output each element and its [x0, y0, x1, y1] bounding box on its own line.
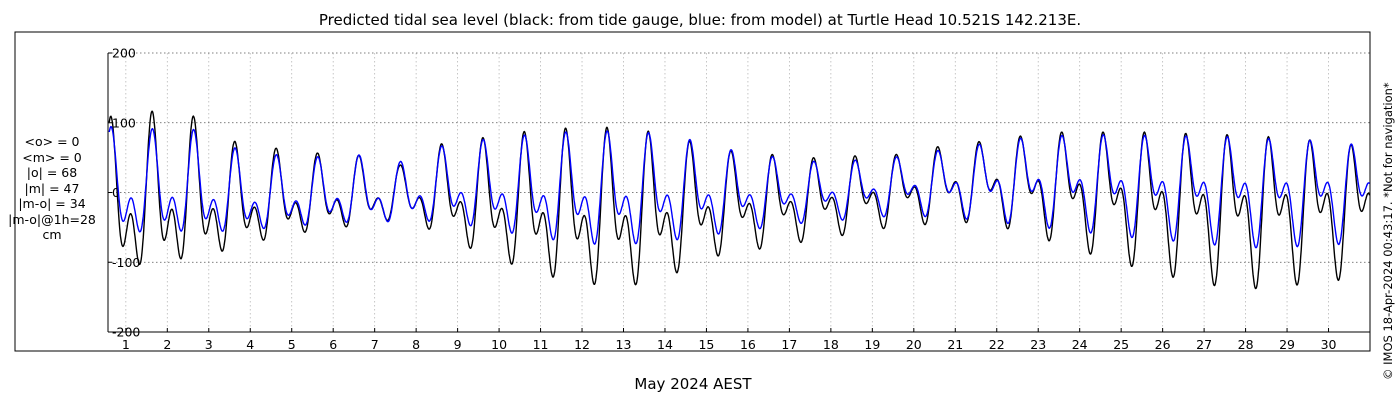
outer-frame	[14, 31, 1371, 352]
x-tick-label: 25	[1113, 337, 1129, 352]
x-tick-label: 11	[533, 337, 549, 352]
series-0-line	[108, 110, 1371, 290]
x-tick-label: 9	[454, 337, 462, 352]
x-tick-label: 3	[205, 337, 213, 352]
statistics-panel: <o> = 0 <m> = 0 |o| = 68 |m| = 47 |m-o| …	[0, 134, 104, 243]
x-tick-label: 15	[698, 337, 714, 352]
stat-unit: cm	[42, 227, 62, 242]
chart-title: Predicted tidal sea level (black: from t…	[318, 11, 1082, 29]
y-tick-label: 200	[112, 46, 136, 61]
x-tick-label: 5	[288, 337, 296, 352]
x-tick-label: 14	[657, 337, 673, 352]
axes: 1 2 3 4 5 6 7 8 9 10 11 12 13 14 15 16 17 18 19 20 21 22 23 24 2…	[107, 46, 1370, 352]
y-tick-label: 0	[112, 185, 120, 200]
x-tick-label: 6	[329, 337, 337, 352]
x-tick-label: 29	[1279, 337, 1295, 352]
stat-mean-model: <m> = 0	[22, 149, 82, 165]
grid	[108, 52, 1370, 333]
x-tick-label: 23	[1030, 337, 1046, 352]
x-tick-label: 30	[1321, 337, 1337, 352]
x-tick-label: 8	[412, 337, 420, 352]
x-tick-label: 20	[906, 337, 922, 352]
x-tick-label: 4	[246, 337, 254, 352]
x-tick-label: 13	[616, 337, 632, 352]
stat-abs-observed: |o| = 68	[26, 165, 78, 180]
x-tick-label: 27	[1196, 337, 1212, 352]
x-tick-label: 18	[823, 337, 839, 352]
x-tick-label: 2	[163, 337, 171, 352]
x-tick-label: 28	[1238, 337, 1254, 352]
series-1-line	[108, 125, 1371, 249]
series-lines	[108, 110, 1371, 290]
y-tick-label: 100	[112, 115, 136, 130]
stat-abs-diff-1h: |m-o|@1h=28	[8, 211, 96, 227]
x-tick-label: 24	[1072, 337, 1088, 352]
x-tick-label: 16	[740, 337, 756, 352]
x-tick-label: 26	[1155, 337, 1171, 352]
x-tick-label: 17	[781, 337, 797, 352]
x-axis-label: May 2024 AEST	[634, 375, 752, 393]
stat-abs-diff: |m-o| = 34	[18, 196, 86, 211]
x-tick-label: 10	[491, 337, 507, 352]
copyright-notice: © IMOS 18-Apr-2024 00:43:17. *Not for na…	[1381, 82, 1395, 380]
stat-mean-observed: <o> = 0	[24, 134, 80, 149]
x-tick-label: 22	[989, 337, 1005, 352]
x-tick-label: 12	[574, 337, 590, 352]
stat-abs-model: |m| = 47	[24, 180, 80, 196]
x-tick-label: 19	[864, 337, 880, 352]
x-tick-label: 1	[122, 337, 130, 352]
x-tick-label: 21	[947, 337, 963, 352]
y-tick-label: -100	[112, 255, 140, 270]
x-tick-label: 7	[371, 337, 379, 352]
